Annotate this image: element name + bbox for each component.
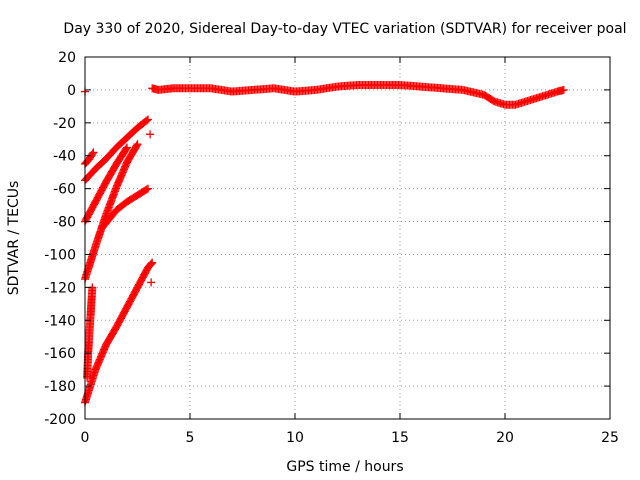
x-tick-label: 20 xyxy=(496,430,514,446)
data-point xyxy=(559,85,568,94)
data-point xyxy=(88,149,97,158)
data-point xyxy=(148,258,157,267)
data-point xyxy=(89,148,98,157)
axis-ticks: 20 0 -20 -40 -60 -80 -100 -120 -140 -160 -180 -200 0… xyxy=(44,50,619,446)
x-axis-label: GPS time / hours xyxy=(286,459,403,475)
data-point xyxy=(142,116,151,125)
data-point xyxy=(147,259,156,268)
data-marks xyxy=(81,80,568,407)
y-tick-label: -140 xyxy=(44,313,76,329)
y-tick-label: -40 xyxy=(53,149,76,165)
data-point xyxy=(147,278,156,287)
y-tick-label: 0 xyxy=(67,83,76,99)
data-point xyxy=(146,260,155,269)
x-tick-label: 15 xyxy=(391,430,409,446)
y-tick-label: -180 xyxy=(44,379,76,395)
series-arc-a xyxy=(81,115,152,185)
data-point xyxy=(144,184,152,193)
y-tick-label: -20 xyxy=(53,116,76,132)
series-arc-e xyxy=(81,258,157,407)
data-point xyxy=(123,143,131,152)
data-point xyxy=(146,130,155,139)
x-tick-label: 5 xyxy=(186,430,195,446)
data-point xyxy=(122,144,131,153)
data-point xyxy=(133,140,142,149)
data-point xyxy=(144,115,152,124)
grid xyxy=(85,57,610,419)
y-tick-label: -160 xyxy=(44,346,76,362)
y-tick-label: -60 xyxy=(53,182,76,198)
plot-frame xyxy=(84,56,611,420)
x-tick-label: 10 xyxy=(286,430,304,446)
y-tick-label: -100 xyxy=(44,247,76,263)
series-arc-b xyxy=(81,143,131,226)
x-tick-label: 0 xyxy=(81,430,90,446)
chart-title: Day 330 of 2020, Sidereal Day-to-day VTE… xyxy=(63,21,626,37)
y-tick-label: -120 xyxy=(44,280,76,296)
x-tick-label: 25 xyxy=(601,430,619,446)
series-arc-c xyxy=(81,140,142,284)
data-point xyxy=(142,185,151,194)
y-tick-label: -200 xyxy=(44,412,76,428)
series-daytime-trace xyxy=(148,80,568,109)
data-point xyxy=(132,141,141,150)
y-axis-label: SDTVAR / TECUs xyxy=(6,181,22,296)
series-arc-d xyxy=(97,184,152,233)
series-spike-g xyxy=(83,283,97,382)
y-tick-label: -80 xyxy=(53,215,76,231)
y-tick-label: 20 xyxy=(58,50,76,66)
